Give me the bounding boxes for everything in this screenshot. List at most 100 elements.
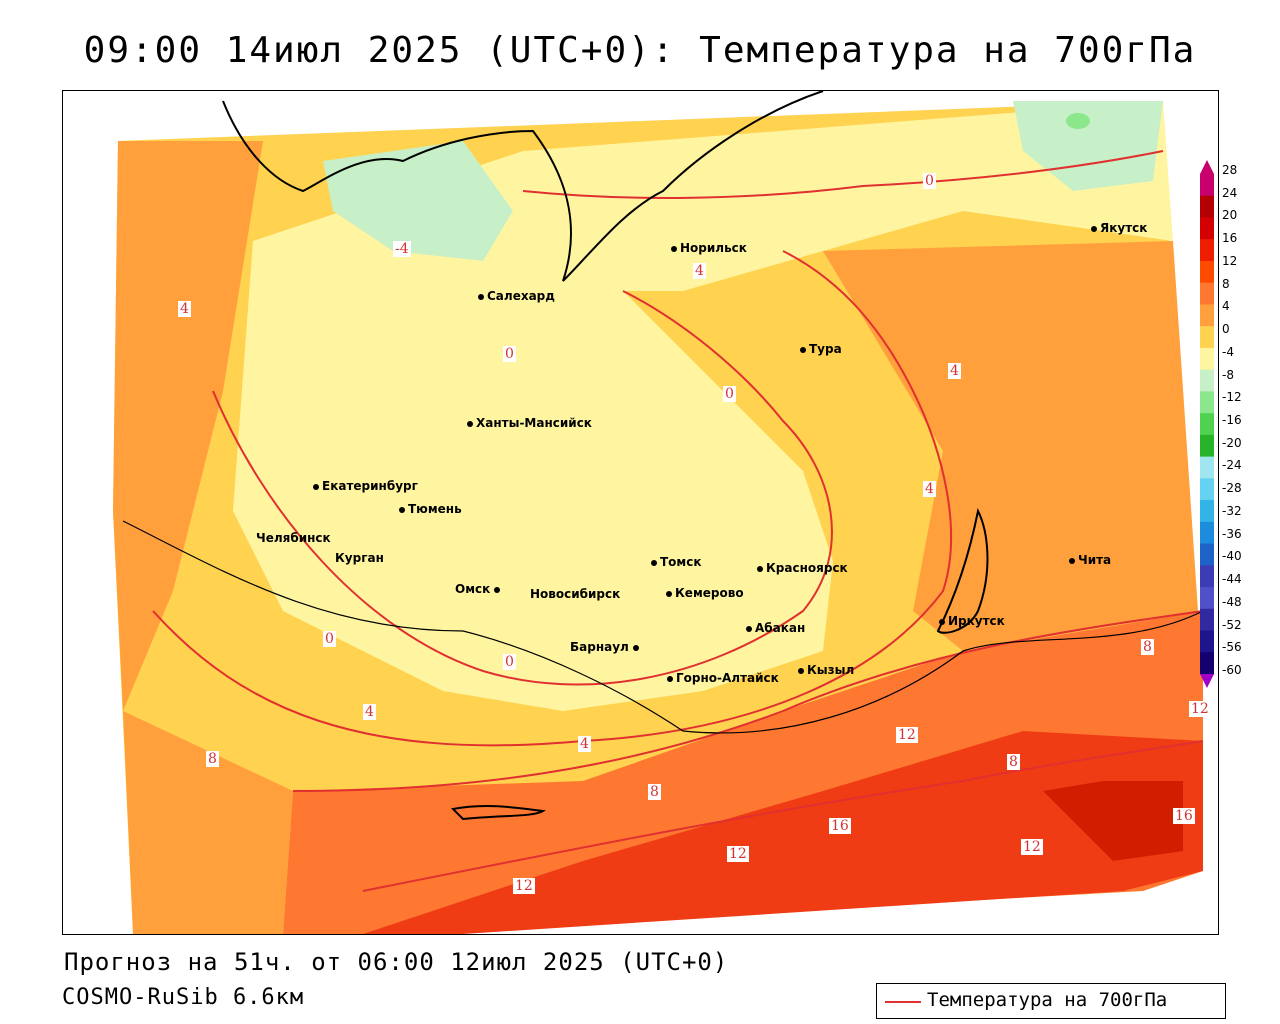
city-marker	[798, 667, 804, 674]
colorbar-tick-label: 24	[1222, 185, 1238, 200]
contour-label: 0	[323, 631, 336, 647]
central-pale-zone	[233, 151, 833, 711]
city-name: Ханты-Мансийск	[476, 416, 592, 430]
city-label: Якутск	[1091, 221, 1147, 235]
weather-map: Норильск Якутск Салехард Тура Ханты-Манс…	[62, 90, 1219, 935]
city-label: Тюмень	[399, 502, 462, 516]
city-label: Челябинск	[256, 531, 331, 545]
west-zone-8	[113, 141, 263, 711]
city-marker	[667, 675, 673, 682]
contour-label: 4	[923, 481, 936, 497]
city-name: Иркутск	[948, 614, 1005, 628]
colorbar-tick-label: -52	[1222, 617, 1242, 632]
contour-12	[362, 740, 1204, 892]
colorbar-svg	[1200, 160, 1214, 688]
hot-zone-extreme	[1043, 781, 1183, 861]
contour-label: 12	[1021, 839, 1043, 855]
colorbar-segment	[1200, 391, 1214, 414]
coastline	[222, 91, 824, 282]
city-marker	[494, 586, 501, 593]
city-label: Ханты-Мансийск	[467, 416, 592, 430]
contour-label: 12	[1189, 701, 1211, 717]
north-pale-zone	[523, 101, 1173, 291]
colorbar-segment	[1200, 369, 1214, 392]
city-label: Томск	[651, 555, 702, 569]
colorbar-tick-label: 0	[1222, 322, 1230, 337]
city-label: Горно-Алтайск	[667, 671, 779, 685]
contour-label: 8	[648, 784, 661, 800]
colorbar-tick-label: 16	[1222, 231, 1238, 246]
colorbar-tick-label: -12	[1222, 390, 1242, 405]
contour-label: 0	[923, 173, 936, 189]
city-name: Чита	[1078, 553, 1112, 567]
colorbar-segment	[1200, 543, 1214, 566]
lake-baikal	[936, 507, 989, 634]
temperature-field	[113, 91, 1204, 934]
city-label: Норильск	[671, 241, 747, 255]
city-label: Чита	[1069, 553, 1111, 567]
contour-8	[292, 610, 1204, 792]
city-label: Салехард	[478, 289, 555, 303]
colorbar-segment	[1200, 347, 1214, 371]
city-marker	[1069, 557, 1075, 564]
city-marker	[478, 293, 484, 300]
colorbar-tick-label: -36	[1222, 526, 1242, 541]
colorbar-segment	[1200, 608, 1214, 632]
lake-balkhash	[450, 804, 546, 821]
city-marker	[313, 483, 319, 490]
contour-label: 16	[829, 818, 851, 834]
city-name: Екатеринбург	[322, 479, 418, 493]
colorbar-tick-label: -44	[1222, 572, 1242, 587]
contour-label: 8	[1141, 639, 1154, 655]
city-label: Курган	[335, 551, 384, 565]
contour-label: 16	[1173, 808, 1195, 824]
colorbar-tick-label: -56	[1222, 640, 1242, 655]
city-name: Кызыл	[807, 663, 855, 677]
city-marker	[1091, 225, 1097, 232]
contour-label: 0	[503, 654, 516, 670]
city-label: Екатеринбург	[313, 479, 418, 493]
city-name: Тура	[809, 342, 842, 356]
city-name: Норильск	[680, 241, 747, 255]
colorbar-tick-label: -20	[1222, 435, 1242, 450]
city-marker	[757, 565, 763, 572]
city-name: Томск	[660, 555, 702, 569]
city-label: Барнаул	[570, 640, 642, 654]
city-name: Красноярск	[766, 561, 848, 575]
contour-label: 4	[363, 704, 376, 720]
contour-label: 4	[578, 736, 591, 752]
colorbar-tick-label: 28	[1222, 163, 1238, 177]
contour-label: 8	[1007, 754, 1020, 770]
city-label: Кемерово	[666, 586, 744, 600]
colorbar-segment	[1200, 630, 1214, 653]
colorbar-tick-label: 4	[1222, 299, 1230, 314]
city-marker	[399, 506, 405, 513]
contour-label: 12	[513, 878, 535, 894]
colorbar-tick-label: -48	[1222, 594, 1242, 609]
city-name: Тюмень	[408, 502, 462, 516]
city-name: Абакан	[755, 621, 806, 635]
city-marker	[800, 346, 806, 353]
city-name: Челябинск	[256, 531, 331, 545]
colorbar-segment	[1200, 456, 1214, 479]
city-label: Красноярск	[757, 561, 848, 575]
colorbar-segment	[1200, 521, 1214, 545]
city-label: Омск	[455, 582, 503, 596]
model-name: COSMO-RuSib 6.6км	[62, 985, 305, 1010]
city-name: Кемерово	[675, 586, 744, 600]
colorbar-segment	[1200, 239, 1214, 262]
legend-label: Температура на 700гПа	[927, 989, 1168, 1011]
national-border	[122, 520, 1204, 734]
colorbar-tick-label: -40	[1222, 549, 1242, 564]
colorbar-segment	[1200, 652, 1214, 675]
city-marker	[746, 625, 752, 632]
contour-label: 12	[727, 846, 749, 862]
city-marker	[666, 590, 672, 597]
cool-spot	[1066, 113, 1090, 129]
colorbar-tick-label: 12	[1222, 253, 1238, 268]
contour-label: 12	[896, 727, 918, 743]
contour-label: 0	[503, 346, 516, 362]
colorbar-segment	[1200, 282, 1214, 305]
colorbar-tick-label: -32	[1222, 503, 1242, 518]
city-name: Новосибирск	[530, 587, 621, 601]
